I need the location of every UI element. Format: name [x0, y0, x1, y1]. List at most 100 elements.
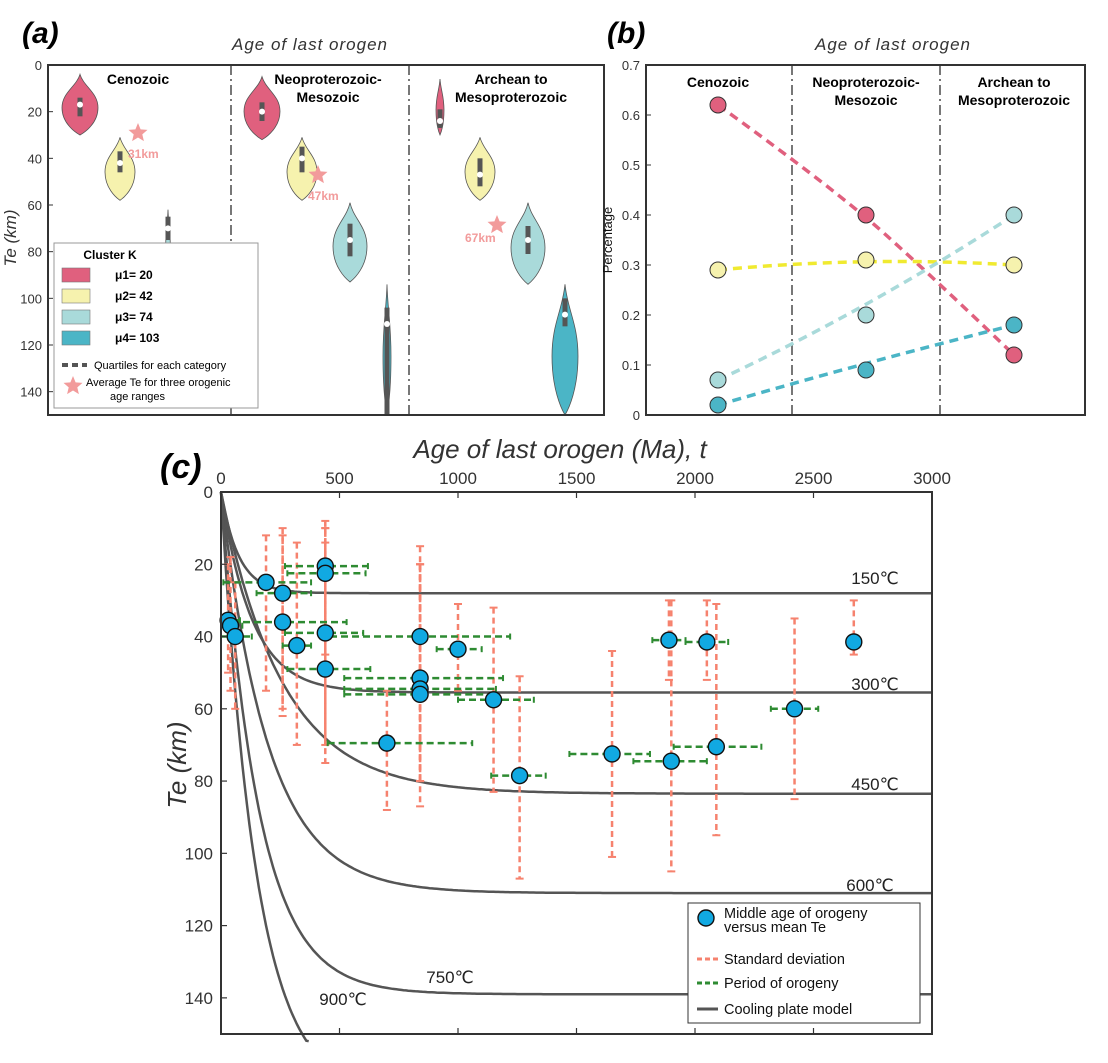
x-tick-label: 2500 [795, 469, 833, 488]
data-point [411, 627, 429, 646]
group-header-line: Mesoproterozoic [958, 92, 1070, 108]
panel-c-curve-labels: 150℃ 300℃ 450℃ 600℃ 750℃ 900℃ [319, 569, 898, 1009]
legend-label: μ4= 103 [115, 331, 160, 345]
violin-median [384, 321, 390, 327]
legend-star-icon [63, 376, 83, 395]
series-point [857, 306, 875, 324]
cooling-curve [219, 491, 932, 895]
legend-sd-label-line: Standard deviation [724, 952, 845, 968]
legend-point-icon [697, 909, 715, 927]
x-tick-label: 0 [216, 469, 225, 488]
series-point [857, 361, 875, 379]
legend-quartile-label: Quartiles for each category [94, 360, 227, 372]
panel-b-frame [645, 64, 1086, 416]
panel-a-ylabel: Te (km) [1, 210, 20, 267]
panel-b: (b) Age of last orogen Percentage 0 0.1 0.… [600, 17, 1086, 423]
violin-median [437, 118, 443, 124]
series-point [709, 261, 727, 279]
cooling-curve [219, 491, 932, 595]
y-tick-label: 0 [633, 408, 640, 423]
average-te-star [487, 215, 507, 234]
group-header: Cenozoic [107, 71, 169, 87]
y-tick-label: 80 [194, 772, 213, 791]
data-point [603, 745, 621, 763]
data-point [316, 624, 334, 642]
violin-median [117, 160, 123, 166]
panel-b-separators [791, 65, 941, 415]
series-point [709, 396, 727, 414]
group-header-line: Mesozoic [296, 89, 359, 105]
data-point [378, 734, 396, 752]
series-point [1005, 316, 1023, 334]
series-point [1005, 256, 1023, 274]
violin-median [562, 311, 568, 318]
group-header: Archean to Mesoproterozoic [455, 71, 567, 105]
violin-median [165, 225, 171, 232]
data-point [845, 633, 863, 651]
y-tick-label: 20 [194, 555, 213, 574]
data-point [707, 738, 726, 756]
y-tick-label: 40 [194, 628, 213, 647]
data-point [785, 700, 804, 718]
panel-c-label: (c) [160, 448, 202, 486]
panel-b-title: Age of last orogen [814, 35, 971, 54]
group-header-line: Neoproterozoic- [812, 74, 920, 90]
panel-c-x-ticks: 0 500 1000 1500 2000 2500 3000 [216, 469, 951, 1034]
legend-curve-label-line: Cooling plate model [724, 1002, 852, 1018]
average-te-star [128, 123, 148, 142]
data-point [288, 636, 306, 655]
violin-median [77, 101, 83, 108]
y-tick-label: 100 [185, 844, 213, 863]
cooling-curve-label: 600℃ [846, 876, 893, 895]
cooling-curve-label: 450℃ [851, 775, 898, 794]
legend-label: μ2= 42 [115, 289, 153, 303]
series-point [709, 371, 727, 389]
legend-curve-label: Cooling plate model [724, 1002, 852, 1018]
y-tick-label: 140 [20, 385, 42, 400]
cooling-curve-label: 150℃ [851, 569, 898, 588]
legend-point-label-line: versus mean Te [724, 920, 826, 936]
panel-a-title: Age of last orogen [231, 35, 388, 54]
legend-sd-label: Standard deviation [724, 952, 845, 968]
y-tick-label: 0.5 [622, 158, 640, 173]
panel-b-label: (b) [607, 17, 645, 50]
panel-a-label: (a) [22, 17, 59, 50]
y-tick-label: 0 [204, 483, 213, 502]
panel-a: (a) Age of last orogen Te (km) 31km 47km 6… [1, 17, 605, 416]
data-point [411, 685, 429, 704]
data-point [273, 613, 292, 631]
group-header-line: Archean to [474, 71, 547, 87]
cooling-curve [219, 491, 932, 694]
data-point [660, 631, 678, 649]
legend-cluster-items: μ1= 20 μ2= 42 μ3= 74 μ4= 103 [61, 267, 160, 346]
series-point [857, 206, 875, 224]
panel-b-group-headers: Cenozoic Neoproterozoic- Mesozoic Archean t… [687, 74, 1070, 108]
y-tick-label: 120 [20, 338, 42, 353]
y-tick-label: 0.3 [622, 258, 640, 273]
legend-label: μ3= 74 [115, 310, 153, 324]
legend-point-label: Middle age of orogeny versus mean Te [724, 906, 868, 936]
panel-c-points [219, 557, 863, 785]
data-point [662, 752, 680, 770]
legend-period-label: Period of orogeny [724, 976, 839, 992]
y-tick-label: 0.1 [622, 358, 640, 373]
y-tick-label: 120 [185, 917, 213, 936]
group-header: Neoproterozoic- Mesozoic [274, 71, 382, 105]
panel-a-group-headers: Cenozoic Neoproterozoic- Mesozoic Archean t… [107, 71, 567, 105]
group-header-line: Neoproterozoic- [274, 71, 382, 87]
y-tick-label: 20 [28, 105, 42, 120]
x-tick-label: 1500 [558, 469, 596, 488]
panel-b-series-points [709, 96, 1023, 414]
group-header-line: Cenozoic [107, 71, 169, 87]
panel-c: (c) Age of last orogen (Ma), t Te (km) 1… [160, 434, 951, 1043]
panel-a-separators [230, 65, 410, 415]
violin-median [259, 108, 265, 115]
cooling-curve-label: 750℃ [426, 968, 473, 987]
group-header: Archean to Mesoproterozoic [958, 74, 1070, 108]
x-tick-label: 500 [325, 469, 353, 488]
panel-a-legend: Cluster K μ1= 20 μ2= 42 μ3= 74 μ4= 103 Quar… [53, 242, 259, 409]
legend-star-shape [63, 376, 83, 395]
data-point [484, 691, 503, 709]
group-header-line: Mesoproterozoic [455, 89, 567, 105]
series-line [716, 103, 1016, 357]
